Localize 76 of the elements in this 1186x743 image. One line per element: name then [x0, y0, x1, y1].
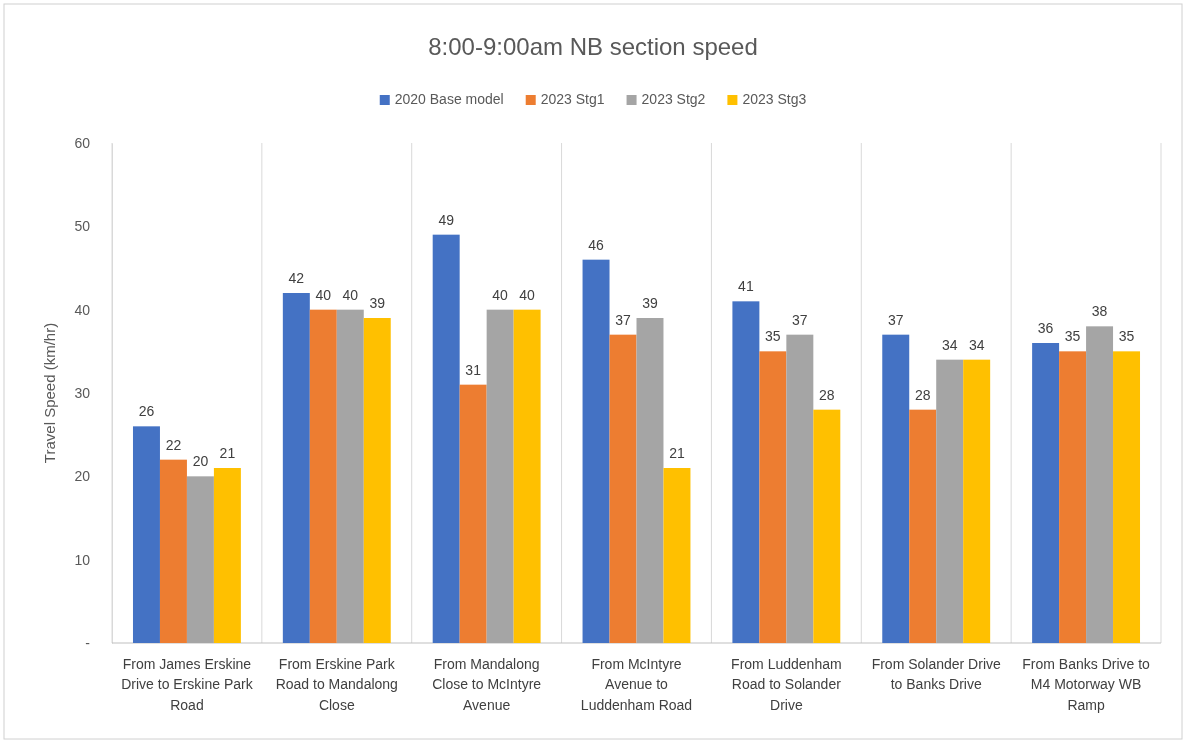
- bar: [282, 293, 310, 643]
- data-label: 35: [765, 328, 781, 345]
- data-label: 40: [492, 286, 509, 303]
- data-label: 34: [941, 336, 958, 353]
- bar: [582, 259, 610, 643]
- bar: [432, 234, 460, 643]
- bar: [759, 351, 787, 643]
- data-label: 38: [1091, 303, 1108, 320]
- bar: [1086, 326, 1114, 643]
- legend-label: 2023 Stg2: [641, 91, 706, 107]
- bar: [159, 459, 187, 643]
- y-tick-label: 10: [74, 551, 91, 568]
- bar: [513, 309, 541, 643]
- x-tick-label: From Luddenham Road to Solander Drive: [731, 655, 842, 713]
- y-axis-title: Travel Speed (km/hr): [41, 322, 58, 464]
- bar: [882, 334, 910, 643]
- data-label: 42: [288, 270, 305, 286]
- bar: [1032, 343, 1060, 643]
- y-tick-label: 50: [74, 218, 91, 235]
- x-tick-label: From Banks Drive to M4 Motorway WB Ramp: [1022, 655, 1151, 713]
- bar: [309, 309, 337, 643]
- y-tick-label: 20: [74, 468, 91, 485]
- legend-label: 2023 Stg3: [742, 91, 807, 107]
- data-label: 35: [1118, 328, 1135, 345]
- x-tick-label: From Mandalong Close to McIntyre Avenue: [432, 655, 542, 713]
- data-label: 49: [438, 211, 455, 228]
- y-tick-label: 60: [74, 134, 91, 151]
- data-label: 28: [914, 386, 931, 403]
- bar: [663, 468, 691, 643]
- data-label: 40: [342, 286, 359, 303]
- y-tick-label: 30: [74, 384, 91, 401]
- data-label: 37: [887, 311, 904, 328]
- bar: [186, 476, 214, 643]
- data-label: 37: [615, 311, 632, 328]
- bar: [132, 426, 160, 643]
- data-label: 41: [738, 278, 754, 295]
- bar: [1059, 351, 1087, 643]
- y-tick-label: -: [85, 634, 91, 651]
- bar: [609, 334, 637, 643]
- bar: [459, 384, 487, 643]
- data-label: 28: [819, 386, 835, 403]
- data-label: 39: [369, 295, 386, 311]
- bar: [1113, 351, 1141, 643]
- data-label: 46: [588, 236, 605, 253]
- data-label: 35: [1064, 328, 1081, 345]
- bar: [486, 309, 514, 643]
- legend-label: 2023 Stg1: [540, 91, 605, 107]
- bar: [909, 409, 937, 643]
- data-label: 40: [315, 286, 332, 303]
- bar: [732, 301, 760, 643]
- bar: [636, 318, 664, 643]
- data-label: 21: [219, 445, 236, 461]
- data-label: 22: [165, 436, 182, 453]
- bar: [336, 309, 364, 643]
- legend-label: 2020 Base model: [394, 91, 504, 107]
- bar: [363, 318, 391, 643]
- data-label: 31: [465, 361, 482, 378]
- data-label: 37: [792, 311, 808, 328]
- x-tick-label: From Solander Drive to Banks Drive: [871, 655, 1001, 693]
- data-label: 21: [669, 445, 685, 461]
- bar: [213, 468, 241, 643]
- x-tick-label: From Erskine Park Road to Mandalong Close: [275, 655, 398, 713]
- data-label: 26: [138, 403, 155, 420]
- data-label: 34: [968, 336, 985, 353]
- data-label: 20: [192, 453, 209, 470]
- x-tick-label: From James Erskine Drive to Erskine Park Road: [121, 655, 254, 713]
- y-tick-label: 40: [74, 301, 91, 318]
- data-label: 39: [642, 295, 658, 311]
- x-tick-label: From McIntyre Avenue to Luddenham Road: [580, 655, 693, 713]
- bar: [786, 334, 814, 643]
- bar: [936, 359, 964, 643]
- data-label: 36: [1037, 320, 1054, 336]
- chart-title: 8:00-9:00am NB section speed: [428, 33, 758, 60]
- bar: [963, 359, 991, 643]
- bar: [813, 409, 841, 643]
- data-label: 40: [519, 286, 536, 303]
